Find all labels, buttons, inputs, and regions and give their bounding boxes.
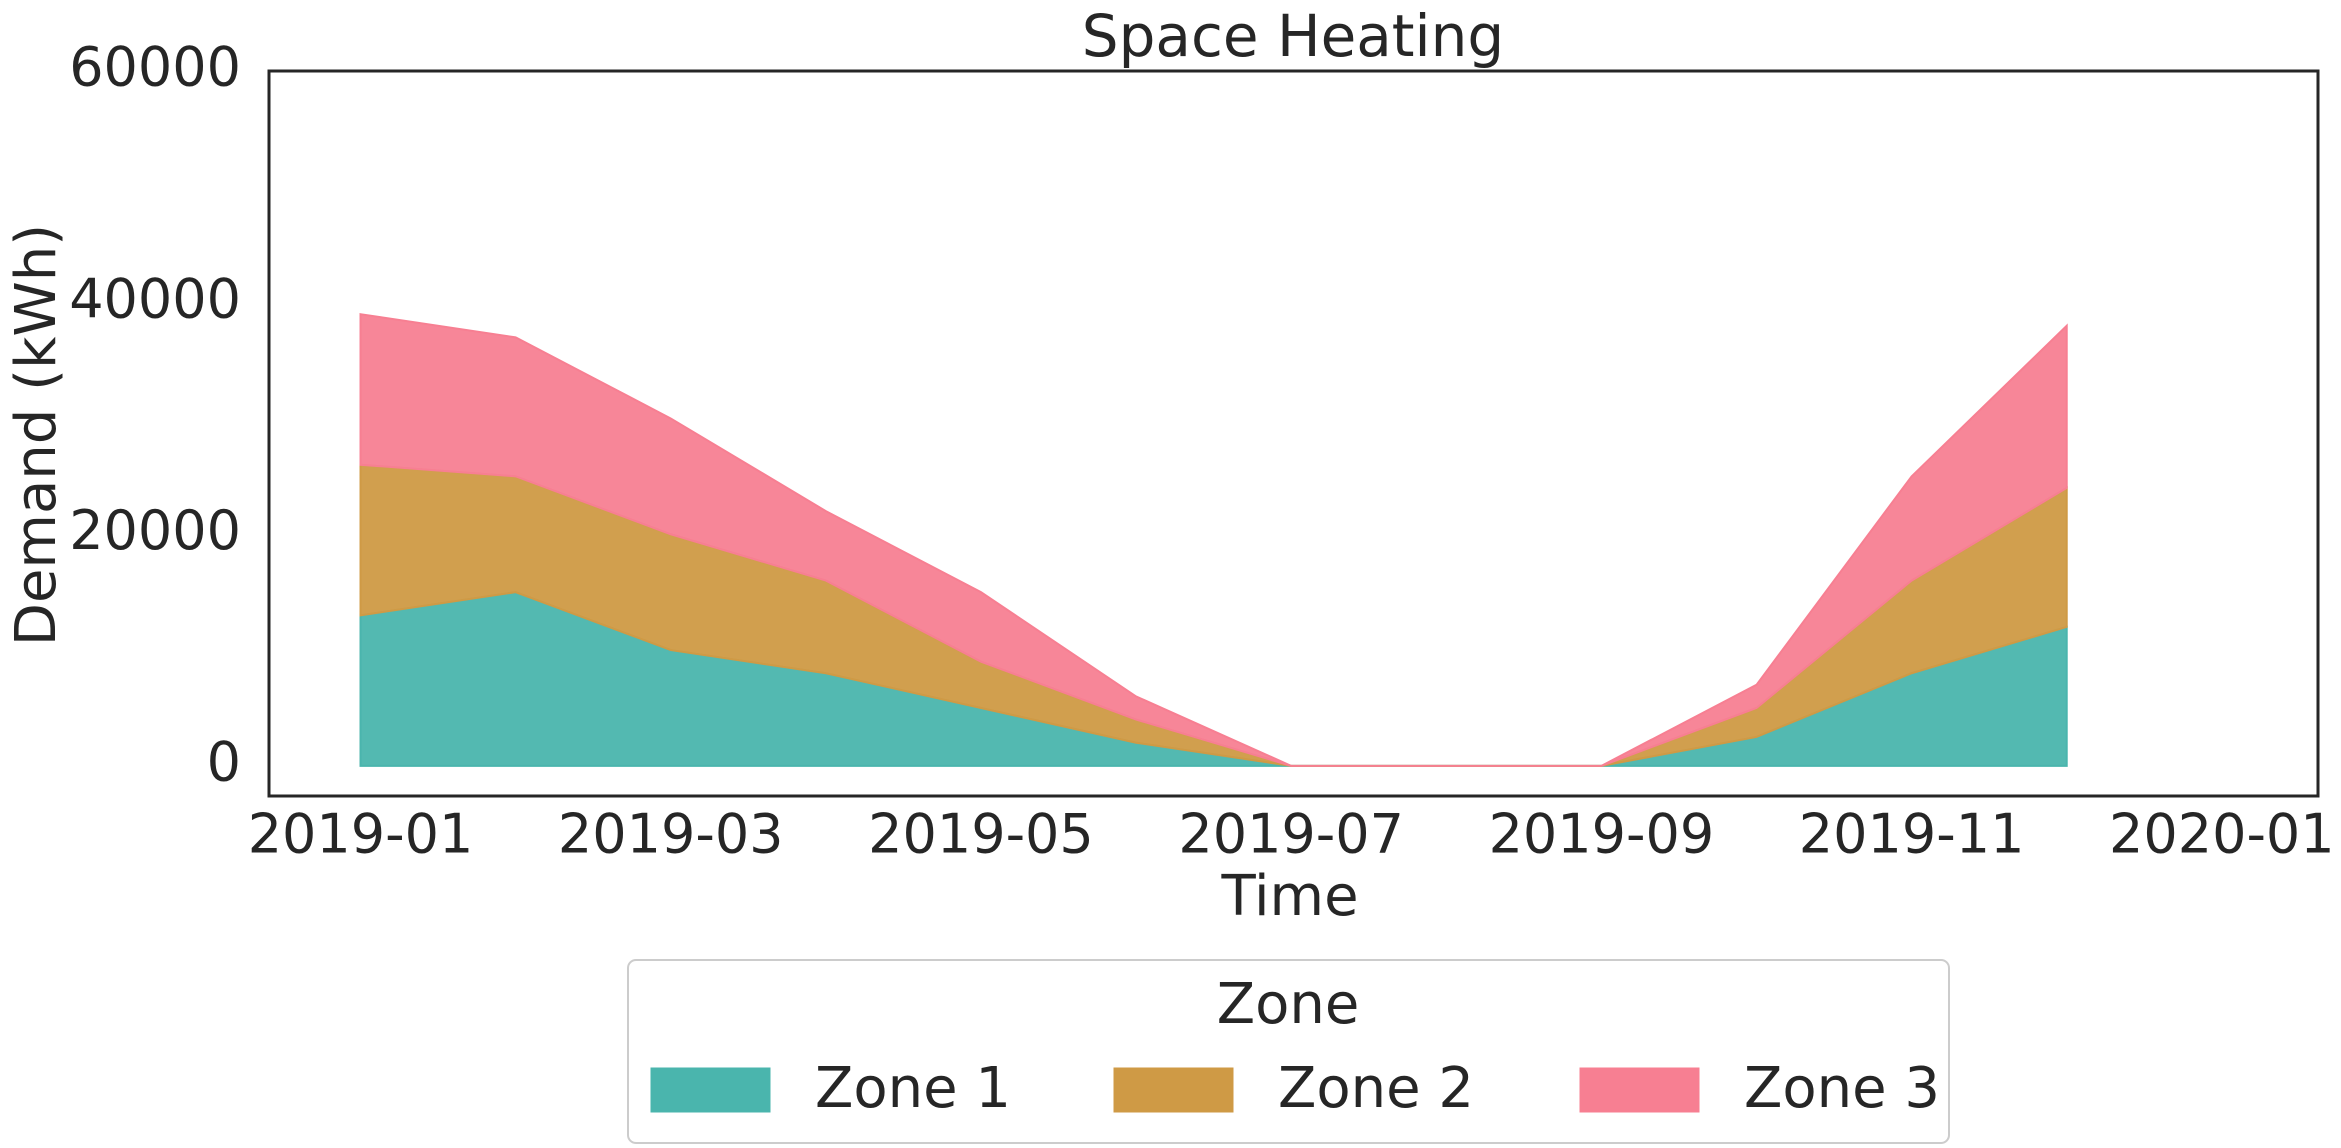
x-tick-label: 2019-11 [1799, 803, 2025, 866]
legend-label: Zone 2 [1278, 1056, 1474, 1121]
x-tick-label: 2019-07 [1178, 803, 1404, 866]
plot-frame [267, 69, 2320, 798]
legend-swatch [1113, 1067, 1234, 1113]
x-tick-label: 2019-01 [248, 803, 474, 866]
y-tick-label: 20000 [69, 499, 241, 562]
x-axis-label: Time [1220, 864, 1358, 929]
area [359, 313, 2068, 767]
legend-label: Zone 3 [1744, 1056, 1940, 1121]
legend-title: Zone [1217, 972, 1360, 1037]
x-tick-label: 2019-09 [1489, 803, 1715, 866]
y-tick-label: 40000 [69, 267, 241, 330]
y-tick-label: 60000 [69, 36, 241, 99]
y-axis-label: Demand (kWh) [4, 224, 69, 646]
x-tick-label: 2019-05 [868, 803, 1094, 866]
legend-label: Zone 1 [815, 1056, 1011, 1121]
x-tick-label: 2019-03 [558, 803, 784, 866]
legend-swatch [1579, 1067, 1700, 1113]
y-tick-label: 0 [207, 731, 241, 794]
x-tick-label: 2020-01 [2109, 803, 2335, 866]
chart-title: Space Heating [1082, 2, 1504, 70]
legend-swatch [650, 1067, 771, 1113]
